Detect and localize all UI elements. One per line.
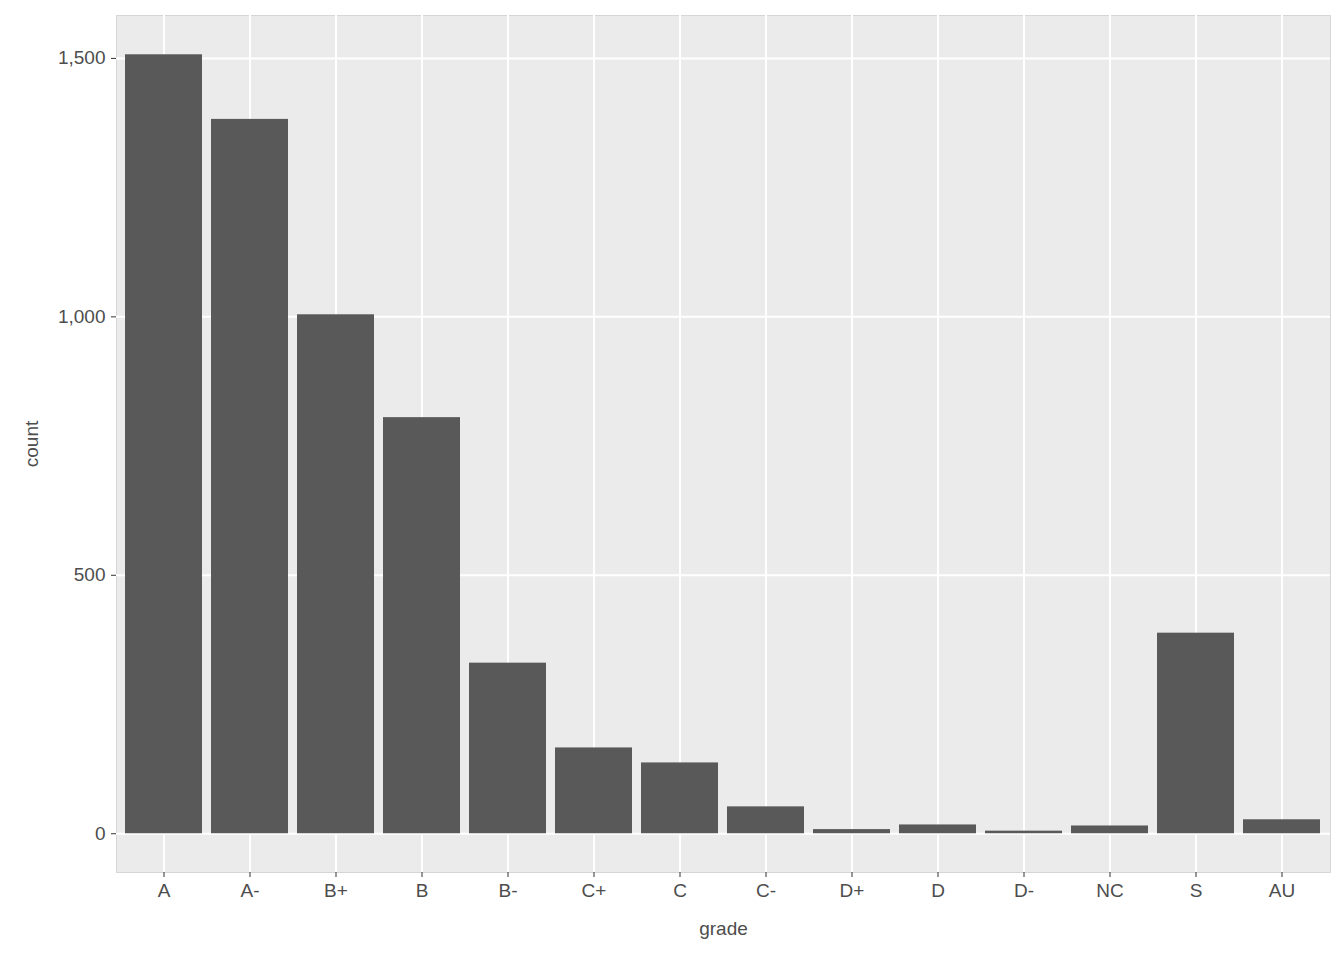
svg-text:1,500: 1,500 (58, 47, 106, 68)
svg-text:C: C (673, 880, 687, 901)
svg-text:C+: C+ (582, 880, 607, 901)
svg-text:NC: NC (1096, 880, 1123, 901)
svg-text:0: 0 (95, 823, 106, 844)
svg-text:S: S (1190, 880, 1203, 901)
svg-text:1,000: 1,000 (58, 306, 106, 327)
svg-text:A-: A- (241, 880, 260, 901)
svg-text:B: B (416, 880, 429, 901)
svg-text:B-: B- (499, 880, 518, 901)
svg-text:grade: grade (699, 918, 748, 939)
svg-text:D-: D- (1014, 880, 1034, 901)
svg-text:D+: D+ (840, 880, 865, 901)
svg-text:AU: AU (1269, 880, 1295, 901)
svg-text:C-: C- (756, 880, 776, 901)
svg-text:A: A (158, 880, 171, 901)
svg-text:B+: B+ (324, 880, 348, 901)
svg-text:count: count (21, 420, 42, 467)
svg-text:D: D (931, 880, 945, 901)
svg-text:500: 500 (74, 564, 106, 585)
